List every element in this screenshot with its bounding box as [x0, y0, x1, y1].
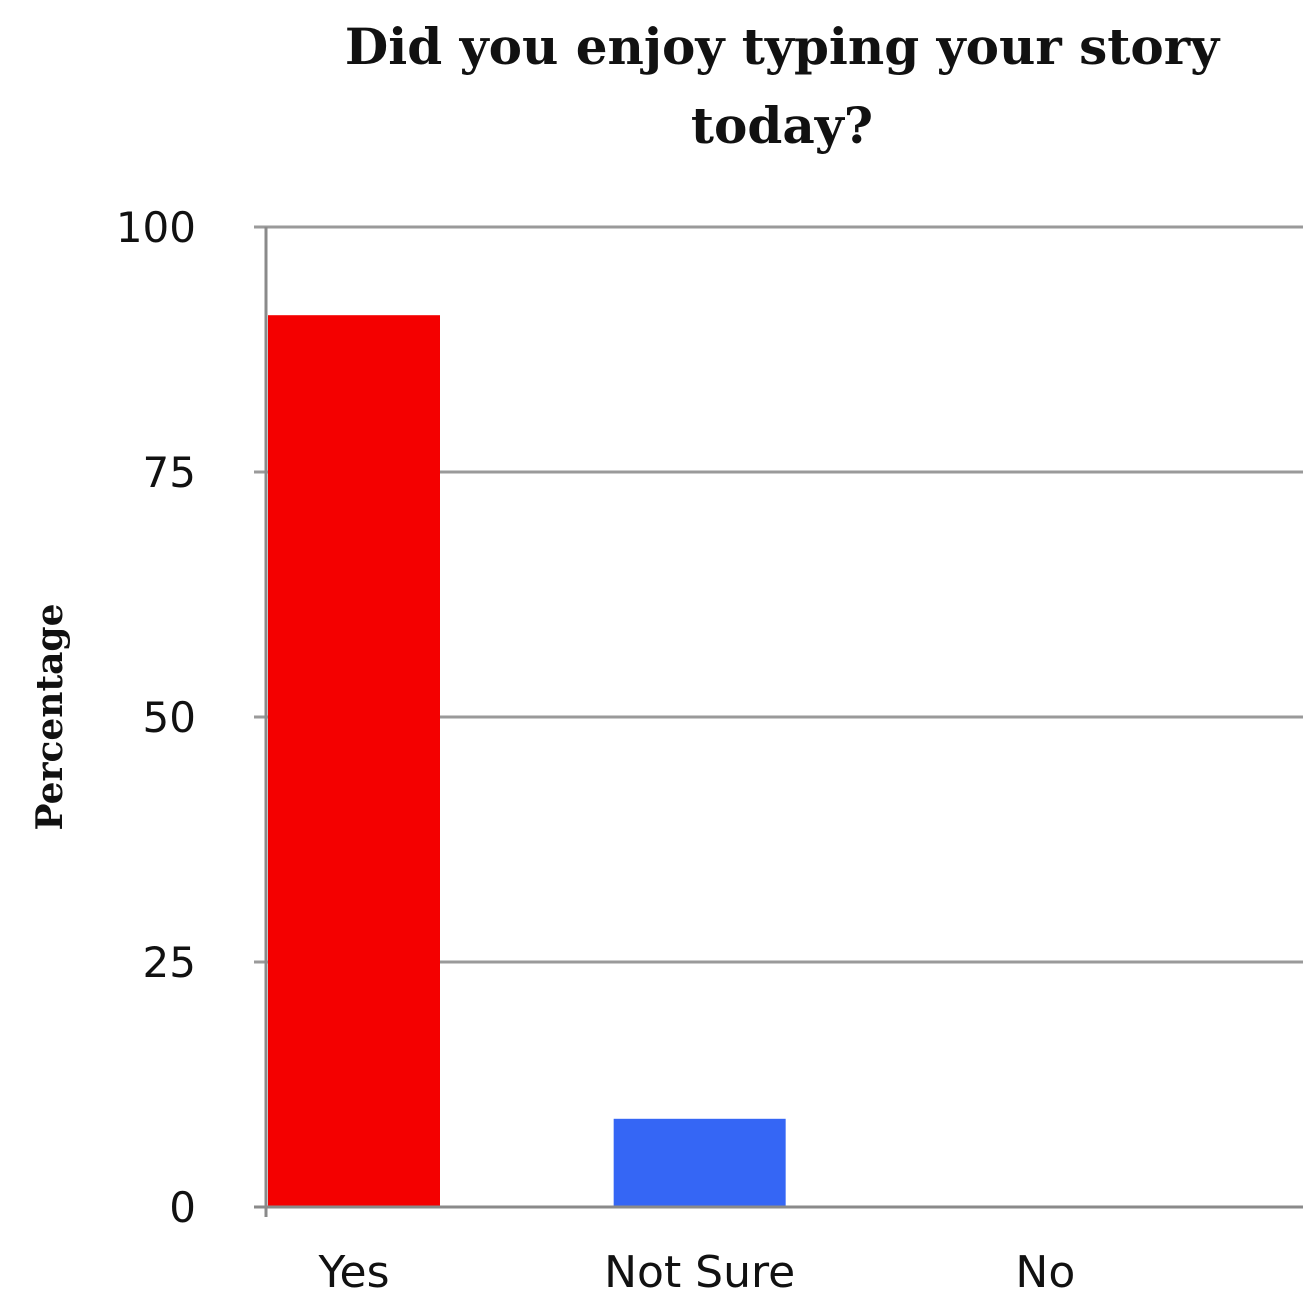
bar-not-sure — [613, 1118, 786, 1207]
chart-title-line-2: today? — [691, 96, 873, 155]
y-axis-label: Percentage — [29, 603, 71, 830]
y-tick-label: 25 — [143, 938, 196, 987]
x-category-label: Yes — [317, 1247, 389, 1297]
y-tick-label: 75 — [143, 448, 196, 497]
y-tick-label: 50 — [143, 693, 196, 742]
x-category-label: No — [1015, 1247, 1075, 1297]
x-category-label: Not Sure — [604, 1247, 795, 1297]
y-tick-label: 100 — [116, 203, 196, 252]
y-tick-label: 0 — [169, 1183, 196, 1232]
bar-yes — [268, 315, 440, 1207]
x-category-labels: Yes Not Sure No — [317, 1247, 1075, 1297]
bars — [268, 315, 786, 1207]
chart-title-line-1: Did you enjoy typing your story — [345, 17, 1221, 76]
axes — [254, 227, 1303, 1217]
y-tick-labels: 0 25 50 75 100 — [116, 203, 196, 1232]
chart-title: Did you enjoy typing your story today? — [345, 17, 1221, 155]
